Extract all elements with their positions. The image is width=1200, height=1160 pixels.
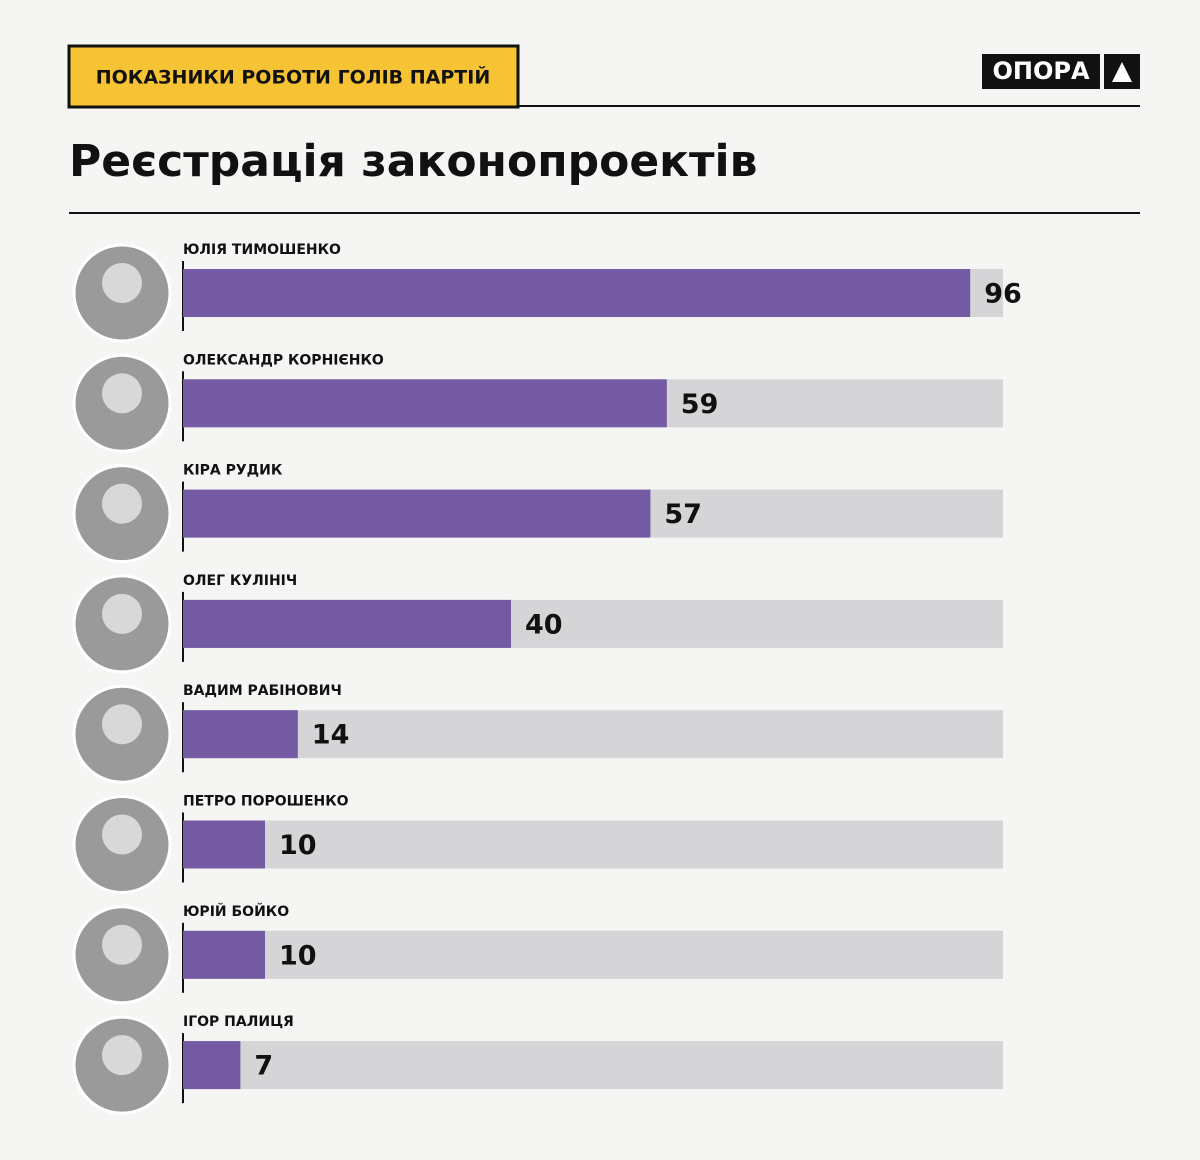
bar-track bbox=[183, 930, 1003, 979]
portrait-head bbox=[102, 924, 142, 965]
portrait-head bbox=[102, 373, 142, 414]
bar bbox=[183, 820, 265, 869]
category-label: ОЛЕГ КУЛІНІЧ bbox=[183, 573, 297, 589]
portrait-head bbox=[102, 704, 142, 745]
category-label: ЮРІЙ БОЙКО bbox=[183, 903, 289, 920]
portrait-head bbox=[102, 1035, 142, 1076]
chart-title: Реєстрація законопроектів bbox=[69, 136, 757, 187]
logo: ОПОРА bbox=[992, 57, 1089, 85]
value-label: 10 bbox=[279, 830, 317, 861]
value-label: 59 bbox=[681, 389, 719, 420]
bar-track bbox=[183, 1041, 1003, 1090]
bar bbox=[183, 710, 298, 759]
bar bbox=[183, 269, 971, 317]
portrait-head bbox=[102, 814, 142, 855]
value-label: 14 bbox=[312, 720, 350, 751]
value-label: 40 bbox=[525, 609, 563, 640]
value-label: 57 bbox=[664, 499, 702, 530]
value-label: 10 bbox=[279, 940, 317, 971]
category-label: ІГОР ПАЛИЦЯ bbox=[183, 1014, 294, 1030]
category-label: ВАДИМ РАБІНОВИЧ bbox=[183, 683, 342, 699]
bar-track bbox=[183, 710, 1003, 759]
portrait-head bbox=[102, 593, 142, 634]
header-label: ПОКАЗНИКИ РОБОТИ ГОЛІВ ПАРТІЙ bbox=[96, 66, 491, 89]
bar bbox=[183, 1041, 241, 1090]
bar bbox=[183, 379, 667, 428]
category-label: ЮЛІЯ ТИМОШЕНКО bbox=[183, 242, 341, 258]
value-label: 96 bbox=[984, 279, 1022, 310]
bar bbox=[183, 489, 651, 538]
logo-triangle bbox=[1112, 62, 1132, 82]
bar bbox=[183, 930, 265, 979]
logo-box bbox=[982, 54, 1100, 89]
header-badge bbox=[67, 44, 520, 109]
value-label: 7 bbox=[254, 1051, 273, 1082]
portrait-head bbox=[102, 483, 142, 524]
portrait-head bbox=[102, 263, 142, 303]
bar-track bbox=[183, 820, 1003, 869]
category-label: КІРА РУДИК bbox=[183, 463, 283, 479]
category-label: ПЕТРО ПОРОШЕНКО bbox=[183, 794, 349, 810]
bar bbox=[183, 599, 511, 648]
category-label: ОЛЕКСАНДР КОРНІЄНКО bbox=[183, 352, 384, 368]
